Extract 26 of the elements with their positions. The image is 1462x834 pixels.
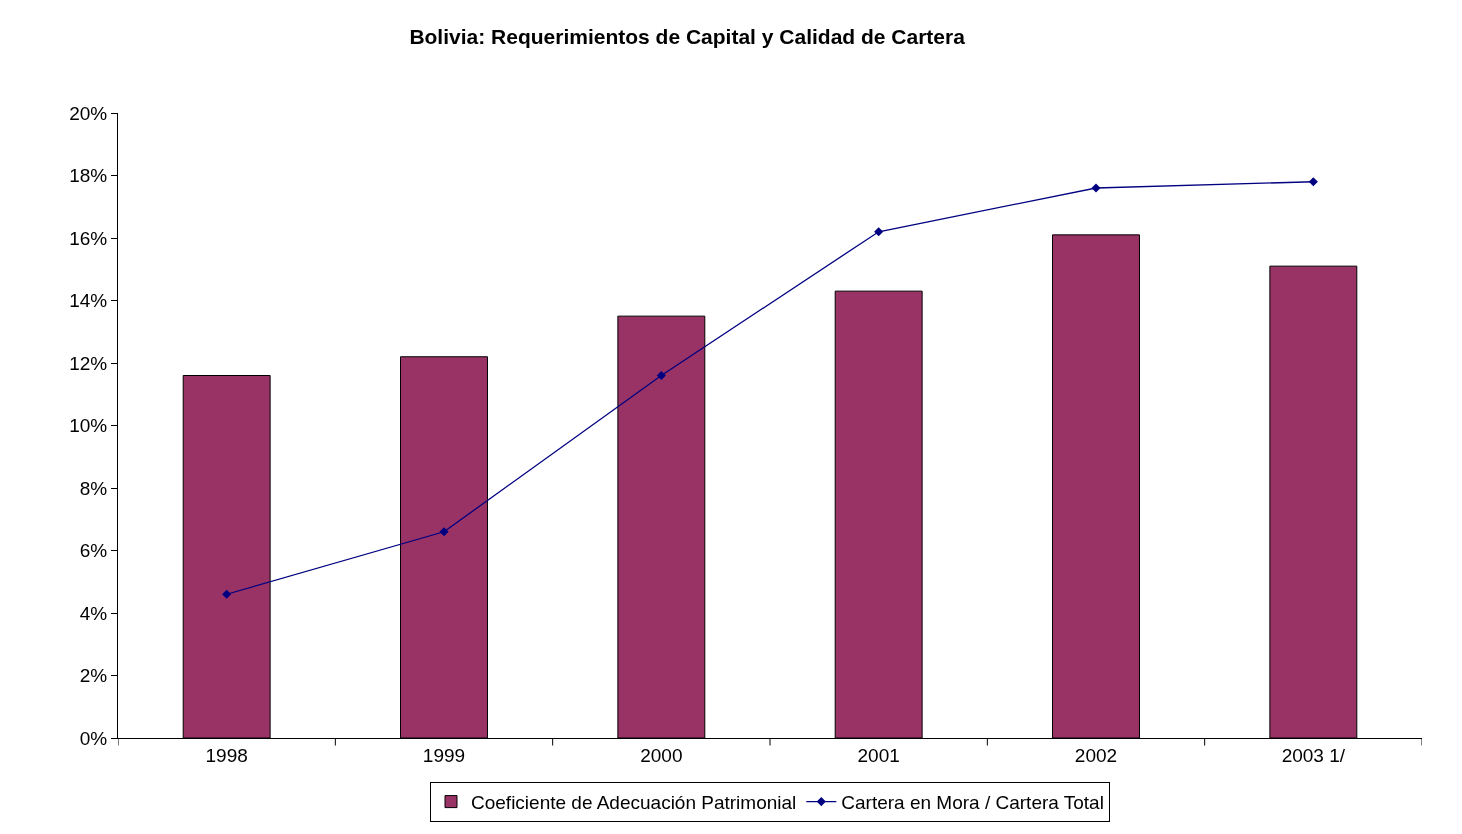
y-tick-label: 8% <box>79 477 108 499</box>
y-tick-label: 14% <box>69 290 108 312</box>
x-tick-label: 1998 <box>205 744 248 766</box>
x-tick-label: 2001 <box>857 744 900 766</box>
y-tick-label: 18% <box>69 165 108 187</box>
y-tick-label: 10% <box>69 415 108 437</box>
point <box>439 527 449 537</box>
x-tick-label: 2000 <box>640 744 683 766</box>
point <box>656 370 666 381</box>
y-tick-label: 0% <box>79 727 108 749</box>
legend-label: Cartera en Mora / Cartera Total <box>841 792 1104 814</box>
y-tick-label: 20% <box>69 102 108 124</box>
x-tick-label: 2003 1/ <box>1281 744 1346 766</box>
x-tick-label: 2002 <box>1074 744 1118 766</box>
point <box>1308 177 1318 187</box>
y-tick-label: 16% <box>69 227 108 249</box>
point <box>1091 183 1101 193</box>
y-tick-label: 4% <box>79 602 108 624</box>
y-tick-label: 12% <box>69 352 108 374</box>
point <box>222 589 232 599</box>
y-tick-label: 6% <box>79 540 108 562</box>
y-tick-label: 2% <box>79 665 108 687</box>
legend-label: Coeficiente de Adecuación Patrimonial <box>471 792 797 814</box>
point <box>874 227 884 237</box>
chart-title: Bolivia: Requerimientos de Capital y Calidad de Cartera <box>409 24 966 48</box>
x-tick-label: 1999 <box>422 744 466 766</box>
